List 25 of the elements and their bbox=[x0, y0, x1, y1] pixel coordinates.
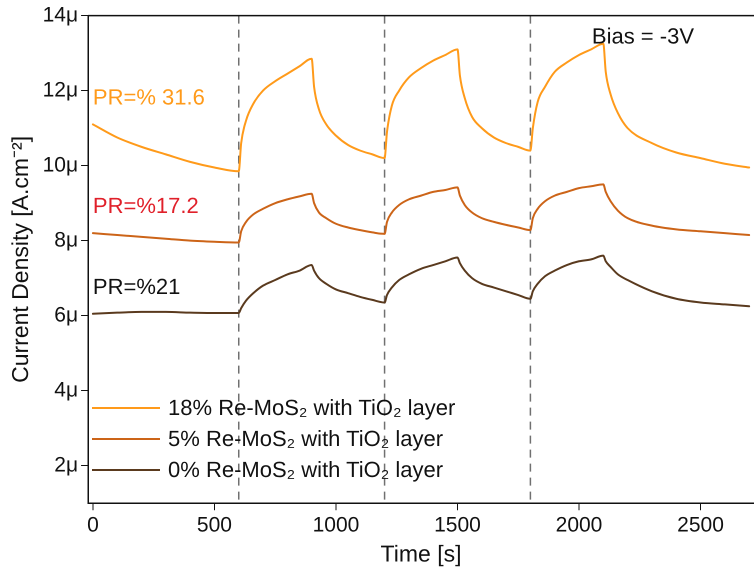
x-tick-label: 1500 bbox=[434, 514, 481, 537]
legend-label: 18% Re-MoS₂ with TiO₂ layer bbox=[168, 394, 456, 421]
x-tick-label: 2000 bbox=[556, 514, 602, 537]
annotation: PR=%21 bbox=[92, 274, 180, 299]
x-tick-label: 2500 bbox=[677, 514, 724, 537]
line-series bbox=[92, 254, 750, 315]
x-tick-label: 1000 bbox=[312, 514, 360, 537]
annotation: PR=%17.2 bbox=[92, 193, 199, 218]
y-tick-label: 2μ bbox=[54, 453, 78, 476]
line-series bbox=[92, 183, 750, 244]
y-tick-label: 14μ bbox=[42, 3, 78, 26]
x-axis-title: Time [s] bbox=[380, 540, 462, 567]
y-axis-title: Current Density [A.cm⁻²] bbox=[7, 136, 34, 383]
annotation: PR=% 31.6 bbox=[92, 84, 205, 110]
annotation: Bias = -3V bbox=[592, 24, 694, 49]
legend-label: 0% Re-MoS₂ with TiO₂ layer bbox=[168, 456, 444, 483]
y-tick-label: 10μ bbox=[42, 153, 78, 176]
y-tick-label: 8μ bbox=[54, 228, 78, 252]
x-tick-label: 0 bbox=[87, 514, 99, 537]
line-series bbox=[92, 42, 750, 172]
y-tick-label: 4μ bbox=[54, 378, 78, 402]
y-tick-label: 6μ bbox=[54, 303, 78, 326]
legend-label: 5% Re-MoS₂ with TiO₂ layer bbox=[168, 426, 444, 452]
y-tick-label: 12μ bbox=[42, 78, 78, 102]
x-tick-label: 500 bbox=[196, 514, 232, 537]
